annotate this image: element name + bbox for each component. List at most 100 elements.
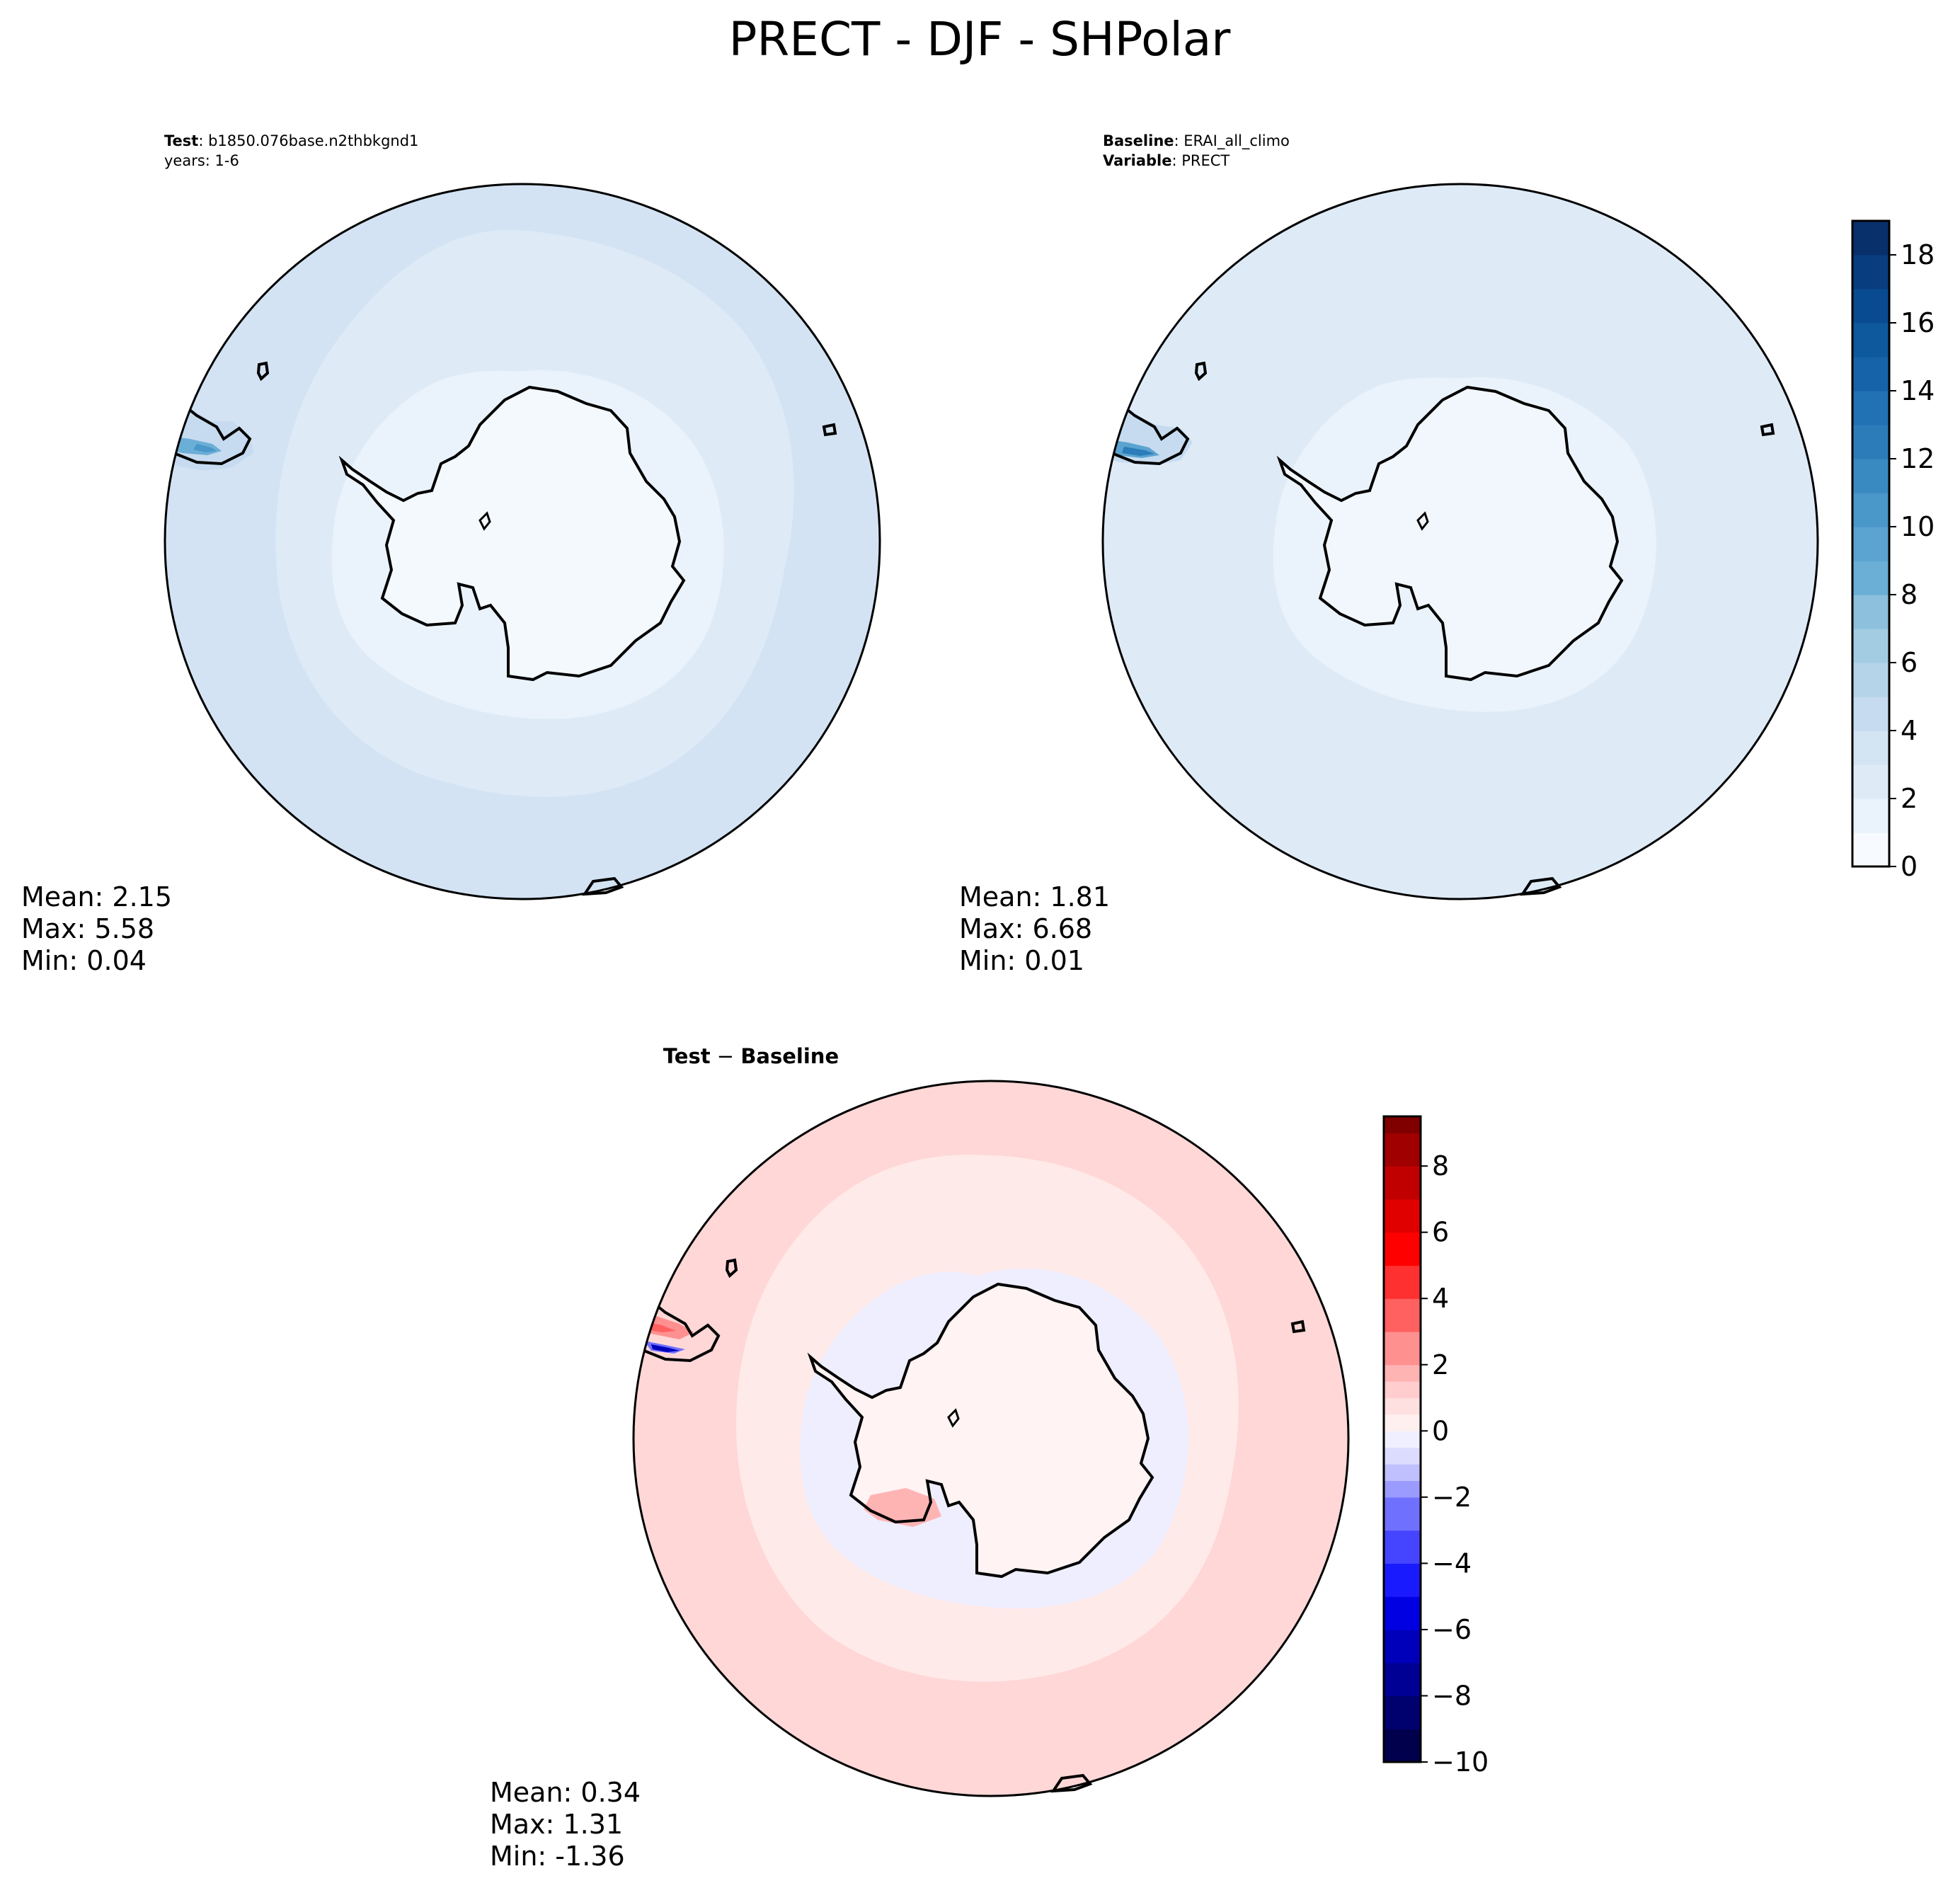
difference-colorbar-segment — [1384, 1464, 1421, 1482]
difference-title: Test − Baseline — [663, 1044, 839, 1068]
difference-colorbar-tick-label: −8 — [1432, 1680, 1472, 1711]
difference-colorbar-segment — [1384, 1265, 1421, 1299]
baseline-colorbar-segment — [1852, 493, 1889, 527]
figure-title: PRECT - DJF - SHPolar — [729, 12, 1232, 67]
baseline-colorbar-segment — [1852, 833, 1889, 867]
difference-colorbar-segment — [1384, 1695, 1421, 1729]
baseline-label: Baseline: ERAI_all_climo — [1103, 132, 1290, 150]
difference-title-left: Test — [663, 1044, 711, 1068]
test-island-3 — [582, 876, 624, 896]
baseline-colorbar-tick-label: 10 — [1901, 511, 1935, 542]
test-years: years: 1-6 — [164, 152, 239, 169]
difference-colorbar-tick-label: −2 — [1432, 1482, 1472, 1513]
baseline-island-1 — [1194, 361, 1208, 382]
baseline-island-2 — [1760, 423, 1775, 437]
difference-colorbar-segment — [1384, 1431, 1421, 1448]
difference-island-4 — [947, 1408, 960, 1428]
difference-colorbar-segment — [1384, 1332, 1421, 1366]
difference-colorbar-segment — [1384, 1232, 1421, 1266]
difference-colorbar-tick-label: 2 — [1432, 1349, 1449, 1380]
baseline-colorbar-segment — [1852, 255, 1889, 290]
difference-colorbar-tick-label: −6 — [1432, 1614, 1472, 1645]
difference-colorbar-segment — [1384, 1596, 1421, 1630]
difference-colorbar-tick-label: 0 — [1432, 1415, 1449, 1446]
difference-colorbar-segment — [1384, 1198, 1421, 1233]
test-map — [164, 183, 881, 900]
difference-colorbar: −10 −8 −6 −4 −2 0 2 4 6 8 — [1382, 1115, 1489, 1778]
baseline-colorbar-segment — [1852, 425, 1889, 459]
baseline-colorbar-segment — [1852, 357, 1889, 391]
baseline-colorbar-segment — [1852, 731, 1889, 765]
difference-colorbar-frame — [1382, 1115, 1422, 1763]
test-max: Max: 5.58 — [21, 913, 154, 944]
baseline-samerica-core — [1122, 447, 1154, 456]
difference-colorbar-tick-label: 6 — [1432, 1217, 1449, 1248]
baseline-colorbar: 0 2 4 6 8 10 12 14 16 18 — [1851, 219, 1935, 882]
baseline-panel: Baseline: ERAI_all_climo Variable: PRECT… — [959, 132, 1935, 976]
difference-colorbar-segment — [1384, 1381, 1421, 1399]
difference-colorbar-segment — [1384, 1447, 1421, 1465]
baseline-colorbar-frame — [1851, 219, 1891, 868]
test-label-sep: : — [198, 132, 208, 149]
baseline-min: Min: 0.01 — [959, 945, 1084, 976]
baseline-colorbar-segment — [1852, 561, 1889, 595]
test-label-bold: Test — [164, 132, 198, 149]
baseline-variable-bold: Variable — [1103, 152, 1171, 169]
difference-colorbar-segment — [1384, 1364, 1421, 1382]
test-island-4 — [478, 511, 491, 531]
difference-colorbar-segment — [1384, 1480, 1421, 1498]
difference-colorbar-segment — [1384, 1497, 1421, 1531]
baseline-variable-value: PRECT — [1181, 152, 1230, 169]
baseline-variable-sep: : — [1171, 152, 1181, 169]
baseline-map — [1101, 183, 1819, 900]
difference-colorbar-segment — [1384, 1414, 1421, 1431]
difference-min: Min: -1.36 — [490, 1841, 625, 1872]
difference-island-1 — [725, 1258, 738, 1278]
difference-map-boundary — [632, 1080, 1350, 1797]
difference-stats: Mean: 0.34 Max: 1.31 Min: -1.36 — [490, 1777, 641, 1872]
baseline-colorbar-segment — [1852, 799, 1889, 833]
test-label-value: b1850.076base.n2thbkgnd1 — [208, 132, 418, 149]
baseline-label-bold: Baseline — [1103, 132, 1174, 149]
baseline-colorbar-segment — [1852, 697, 1889, 731]
test-samerica-core — [193, 444, 217, 452]
difference-colorbar-segment — [1384, 1397, 1421, 1415]
difference-colorbar-segment — [1384, 1133, 1421, 1167]
baseline-colorbar-tick-label: 6 — [1901, 647, 1918, 678]
baseline-colorbar-tick-label: 12 — [1901, 443, 1935, 474]
baseline-max: Max: 6.68 — [959, 913, 1092, 944]
baseline-colorbar-segment — [1852, 663, 1889, 697]
baseline-colorbar-segment — [1852, 629, 1889, 663]
test-map-boundary — [164, 183, 881, 900]
baseline-variable: Variable: PRECT — [1103, 152, 1230, 169]
test-label: Test: b1850.076base.n2thbkgnd1 — [164, 132, 418, 149]
difference-colorbar-segment — [1384, 1298, 1421, 1332]
baseline-colorbar-segment — [1852, 595, 1889, 629]
baseline-colorbar-tick-label: 2 — [1901, 783, 1918, 814]
baseline-colorbar-segment — [1852, 459, 1889, 493]
difference-max: Max: 1.31 — [490, 1809, 623, 1840]
difference-island-3 — [1050, 1773, 1093, 1793]
baseline-label-sep: : — [1174, 132, 1184, 149]
baseline-label-value: ERAI_all_climo — [1184, 132, 1290, 150]
baseline-colorbar-tick-label: 4 — [1901, 715, 1918, 746]
difference-panel: Test − Baseline Mean: 0.34 — [490, 1044, 1489, 1872]
baseline-colorbar-segment — [1852, 527, 1889, 561]
difference-colorbar-segment — [1384, 1729, 1421, 1763]
difference-colorbar-segment — [1384, 1530, 1421, 1564]
difference-mean: Mean: 0.34 — [490, 1777, 641, 1808]
difference-island-2 — [1290, 1320, 1306, 1334]
baseline-colorbar-segment — [1852, 221, 1889, 256]
difference-colorbar-segment — [1384, 1166, 1421, 1200]
difference-colorbar-segment — [1384, 1563, 1421, 1597]
baseline-mean: Mean: 1.81 — [959, 881, 1110, 912]
baseline-colorbar-tick-label: 16 — [1901, 307, 1935, 338]
difference-colorbar-segment — [1384, 1662, 1421, 1697]
difference-colorbar-tick-label: 8 — [1432, 1150, 1449, 1182]
test-mean: Mean: 2.15 — [21, 881, 172, 912]
test-island-1 — [256, 361, 270, 382]
difference-colorbar-segment — [1384, 1116, 1421, 1133]
baseline-island-3 — [1520, 876, 1562, 896]
baseline-map-boundary — [1101, 183, 1819, 900]
